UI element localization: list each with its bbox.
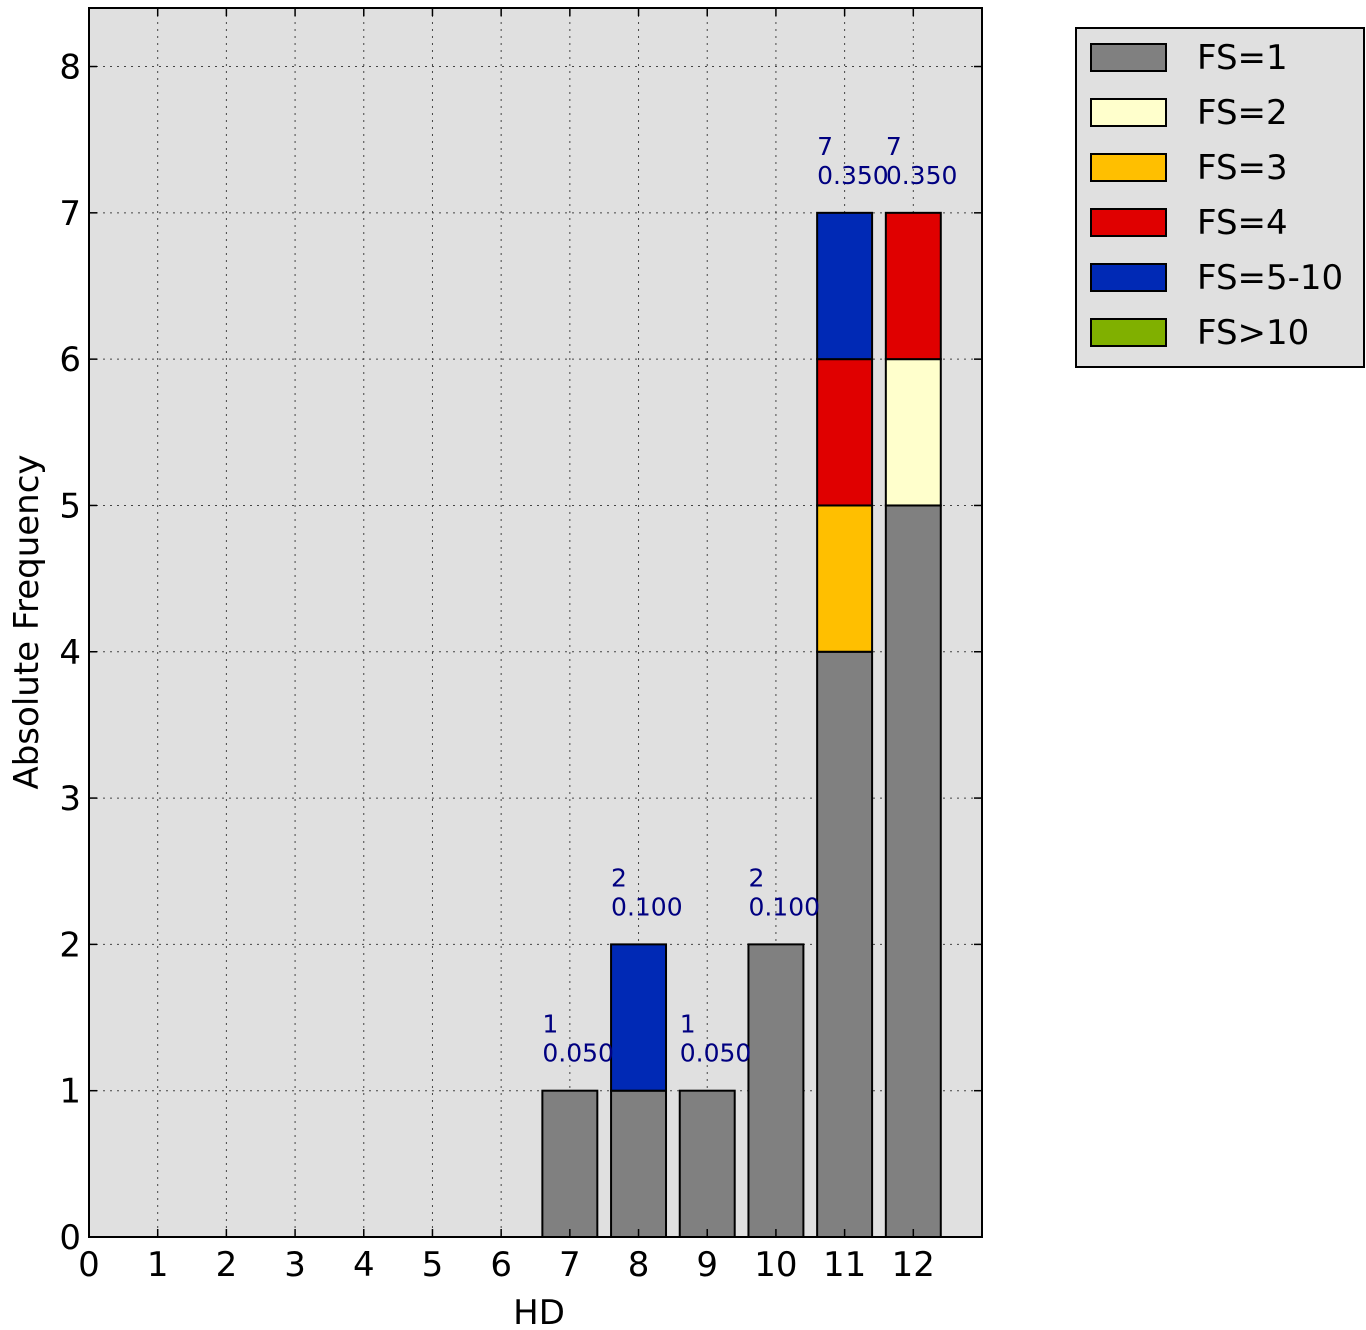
legend-label: FS=1 <box>1197 38 1288 78</box>
bar-segment <box>816 650 874 1238</box>
legend-label: FS=2 <box>1197 93 1288 133</box>
bar-segment <box>747 943 805 1239</box>
bar-segment <box>610 943 668 1092</box>
legend-label: FS>10 <box>1197 313 1309 353</box>
legend-label: FS=5-10 <box>1197 258 1343 298</box>
bar-segment <box>610 1089 668 1238</box>
bar-fraction-label: 0.100 <box>611 892 683 921</box>
x-tick-label: 4 <box>353 1245 375 1285</box>
legend-frame <box>1075 27 1365 368</box>
legend-swatch <box>1090 263 1167 292</box>
bar-count-label: 7 <box>817 132 833 161</box>
bar-count-label: 7 <box>886 132 902 161</box>
bar-fraction-label: 0.350 <box>886 161 958 190</box>
y-tick-label: 6 <box>59 340 81 380</box>
legend-swatch <box>1090 98 1167 127</box>
y-tick-label: 2 <box>59 925 81 965</box>
x-tick-label: 1 <box>147 1245 169 1285</box>
x-tick-label: 10 <box>754 1245 797 1285</box>
x-axis-title: HD <box>513 1293 565 1330</box>
bar-segment <box>816 504 874 653</box>
y-tick-label: 4 <box>59 633 81 673</box>
x-tick-label: 0 <box>78 1245 100 1285</box>
plot-frame <box>88 7 983 1238</box>
x-tick-label: 7 <box>559 1245 581 1285</box>
legend-swatch <box>1090 208 1167 237</box>
legend-swatch <box>1090 43 1167 72</box>
y-tick-label: 0 <box>59 1218 81 1258</box>
legend-swatch <box>1090 153 1167 182</box>
bars <box>541 211 942 1239</box>
bar-segment <box>541 1089 599 1238</box>
x-tick-label: 5 <box>422 1245 444 1285</box>
y-tick-label: 1 <box>59 1072 81 1112</box>
bar-fraction-label: 0.050 <box>680 1039 752 1068</box>
bar-count-label: 2 <box>748 863 764 892</box>
legend-label: FS=4 <box>1197 203 1288 243</box>
y-tick-label: 5 <box>59 486 81 526</box>
bar-segment <box>816 211 874 361</box>
x-tick-label: 3 <box>284 1245 306 1285</box>
bar-fraction-label: 0.100 <box>748 892 820 921</box>
x-tick-label: 8 <box>628 1245 650 1285</box>
y-axis-title: Absolute Frequency <box>7 454 47 789</box>
bar-segment <box>678 1089 736 1238</box>
legend-swatch <box>1090 318 1167 347</box>
bar-segment <box>816 358 874 507</box>
y-tick-label: 8 <box>59 48 81 88</box>
bar-segment <box>884 504 942 1238</box>
bar-segment <box>884 358 942 507</box>
legend: FS=1 FS=2 FS=3 FS=4 FS=5-10 FS>10 <box>1075 27 1365 368</box>
bar-fraction-label: 0.350 <box>817 161 889 190</box>
bar-segment <box>884 211 942 361</box>
y-tick-label: 7 <box>59 194 81 234</box>
bar-count-label: 1 <box>680 1010 696 1039</box>
legend-label: FS=3 <box>1197 148 1288 188</box>
bar-count-label: 2 <box>611 863 627 892</box>
x-tick-label: 9 <box>696 1245 718 1285</box>
x-tick-label: 2 <box>216 1245 238 1285</box>
x-tick-label: 6 <box>490 1245 512 1285</box>
x-tick-label: 12 <box>892 1245 935 1285</box>
bar-fraction-label: 0.050 <box>542 1039 614 1068</box>
x-tick-label: 11 <box>823 1245 866 1285</box>
bar-count-label: 1 <box>542 1010 558 1039</box>
y-tick-label: 3 <box>59 779 81 819</box>
